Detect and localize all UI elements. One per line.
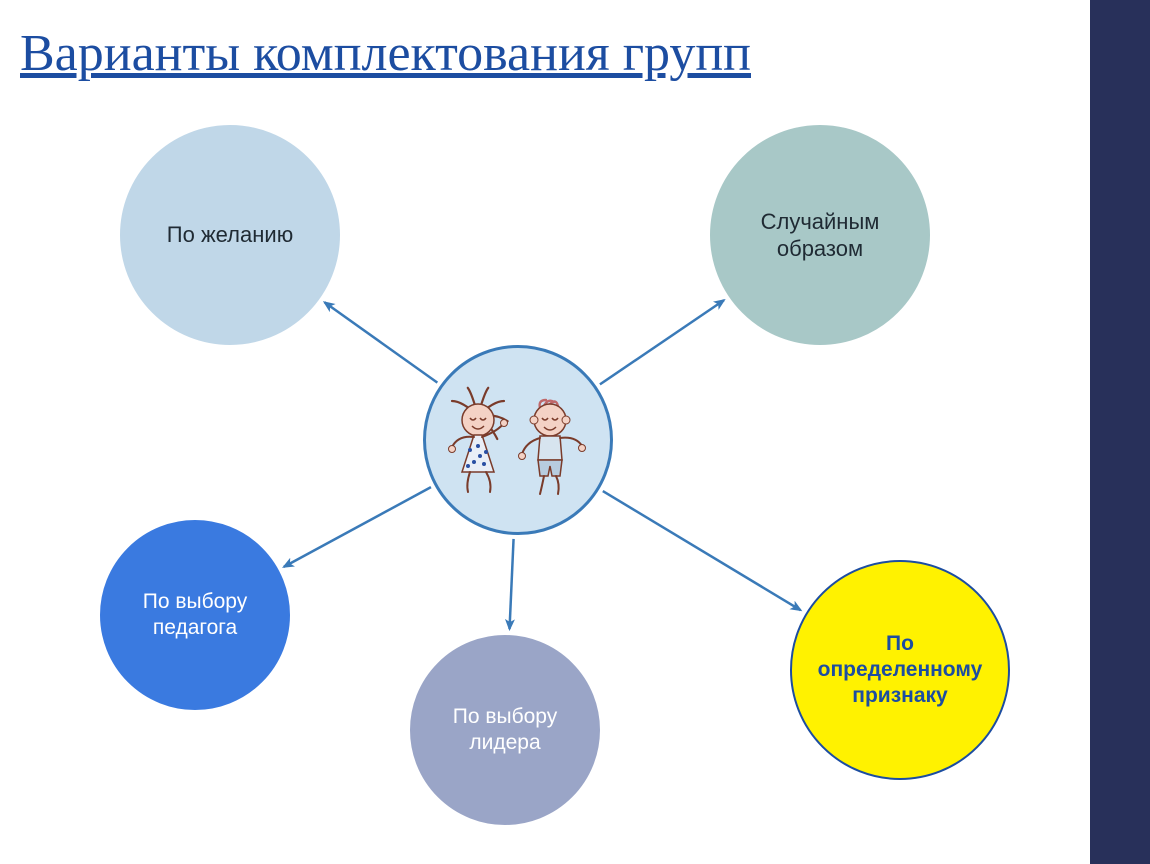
node-random: Случайным образом [710,125,930,345]
side-strip [1090,0,1150,864]
children-illustration-icon [438,370,598,510]
center-circle [423,345,613,535]
node-wish-label: По желанию [157,221,303,249]
node-teacher-label: По выбору педагога [102,589,288,642]
node-attribute-label: По определенному признаку [792,631,1008,710]
node-leader: По выбору лидера [410,635,600,825]
node-wish: По желанию [120,125,340,345]
node-teacher: По выбору педагога [100,520,290,710]
arrow-to-leader [510,539,514,629]
node-leader-label: По выбору лидера [412,704,598,757]
slide-stage: Варианты комплектования групп По желанию… [0,0,1150,864]
arrow-to-wish [325,302,438,382]
arrow-to-teacher [284,487,431,567]
node-random-label: Случайным образом [712,208,928,263]
arrow-to-attribute [603,491,801,610]
arrow-to-random [600,300,724,384]
node-attribute: По определенному признаку [790,560,1010,780]
slide-title: Варианты комплектования групп [20,24,751,83]
